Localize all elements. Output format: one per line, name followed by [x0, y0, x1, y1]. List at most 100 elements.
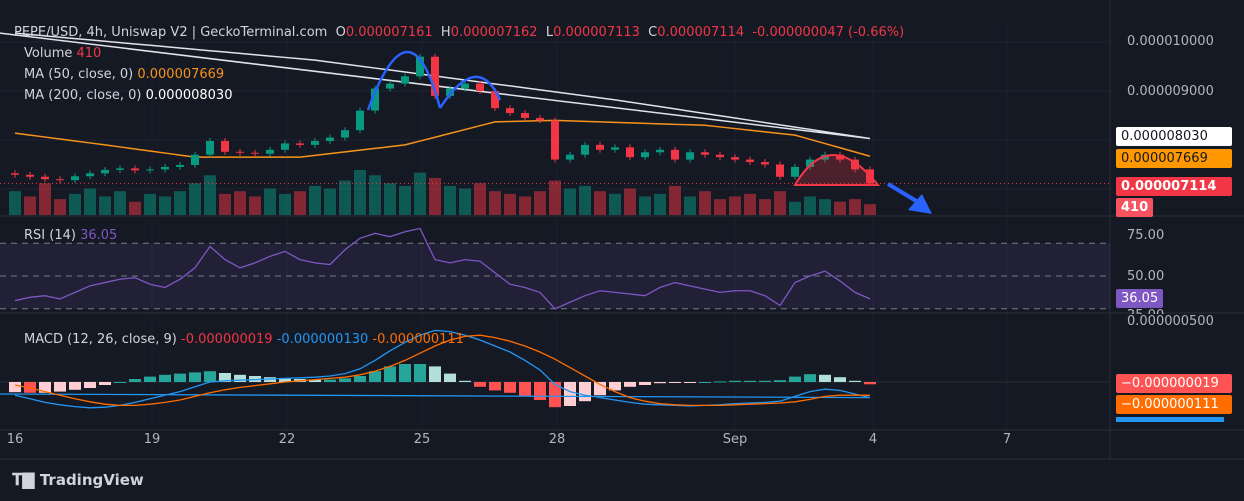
candle-body — [731, 157, 739, 160]
macd-histogram-bar — [684, 382, 696, 383]
candle-body — [686, 152, 694, 160]
macd-label: MACD (12, 26, close, 9) — [24, 332, 177, 347]
candle-body — [146, 169, 154, 171]
macd-histogram-bar — [339, 378, 351, 382]
macd-histogram-bar — [489, 382, 501, 391]
candle-body — [296, 143, 304, 145]
macd-histogram-bar — [849, 380, 861, 382]
volume-tag: 410 — [1116, 198, 1154, 217]
volume-label: Volume — [24, 46, 73, 61]
candle-body — [191, 154, 199, 165]
candle-body — [536, 117, 544, 121]
candle-body — [71, 176, 79, 181]
candle-body — [116, 168, 124, 170]
candle-body — [641, 152, 649, 158]
tradingview-logo[interactable]: 𝐓▇ TradingView — [12, 470, 144, 490]
macd-histogram-bar — [759, 380, 771, 382]
ma200-legend[interactable]: MA (200, close, 0) 0.000008030 — [24, 88, 232, 103]
ma200-label: MA (200, close, 0) — [24, 88, 142, 103]
volume-bar — [84, 188, 96, 215]
candle-body — [371, 88, 379, 111]
volume-bar — [669, 185, 681, 215]
macd-histogram-bar — [189, 372, 201, 382]
volume-bar — [129, 201, 141, 215]
macd-histogram-bar — [519, 382, 531, 397]
macd-histogram-bar — [234, 374, 246, 382]
x-tick: 19 — [143, 432, 161, 447]
macd-histogram-bar — [219, 373, 231, 382]
volume-bar — [219, 193, 231, 215]
volume-bar — [264, 188, 276, 215]
macd-histogram-bar — [9, 382, 21, 393]
volume-bar — [174, 191, 186, 215]
candle-body — [206, 140, 214, 155]
volume-bar — [144, 193, 156, 215]
macd-histogram-bar — [54, 382, 66, 392]
macd-histogram-bar — [624, 382, 636, 387]
volume-bar — [834, 201, 846, 215]
candle-body — [251, 152, 259, 154]
macd-histogram-bar — [159, 374, 171, 382]
volume-bar — [39, 183, 51, 215]
macd-histogram-bar — [534, 382, 546, 400]
candle-body — [386, 83, 394, 89]
volume-bar — [189, 183, 201, 215]
volume-bar — [744, 193, 756, 215]
ma50-value: 0.000007669 — [137, 67, 225, 82]
x-tick: 16 — [6, 432, 24, 447]
macd-histogram-bar — [99, 382, 111, 385]
macd-histogram-bar — [414, 364, 426, 382]
rsi-tick: 75.00 — [1127, 228, 1165, 243]
ma50-price-tag: 0.000007669 — [1116, 149, 1232, 168]
candle-body — [161, 166, 169, 170]
x-tick: 4 — [868, 432, 878, 447]
macd-legend[interactable]: MACD (12, 26, close, 9) -0.000000019 -0.… — [24, 332, 464, 347]
candle-body — [401, 76, 409, 84]
macd-histogram-bar — [444, 373, 456, 382]
macd-signal-tag: −0.000000111 — [1116, 395, 1232, 414]
candle-body — [476, 83, 484, 91]
volume-legend[interactable]: Volume 410 — [24, 46, 101, 61]
volume-bar — [519, 196, 531, 215]
volume-bar — [459, 188, 471, 215]
macd-histogram-bar — [69, 382, 81, 390]
candle-body — [356, 110, 364, 131]
ma50-legend[interactable]: MA (50, close, 0) 0.000007669 — [24, 67, 224, 82]
volume-bar — [9, 191, 21, 215]
ma50-label: MA (50, close, 0) — [24, 67, 134, 82]
macd-histogram-bar — [309, 379, 321, 382]
change-value: -0.000000047 (-0.66%) — [752, 25, 905, 40]
volume-bar — [489, 191, 501, 215]
macd-line — [0, 329, 871, 409]
rsi-legend[interactable]: RSI (14) 36.05 — [24, 228, 117, 243]
volume-bar — [474, 183, 486, 215]
high-label: H — [440, 25, 451, 40]
macd-histogram-bar — [474, 382, 486, 387]
macd-histogram-bar — [654, 382, 666, 384]
candle-body — [176, 164, 184, 167]
macd-histogram-bar — [864, 382, 876, 385]
price-tick: 0.000010000 — [1127, 34, 1214, 49]
volume-bar — [159, 196, 171, 215]
volume-bar — [864, 204, 876, 215]
down-arrow-icon — [908, 194, 932, 214]
brand-name: TradingView — [39, 471, 144, 489]
candle-body — [11, 173, 19, 175]
candle-body — [521, 113, 529, 118]
candle-body — [701, 152, 709, 155]
close-value: 0.000007114 — [657, 25, 745, 40]
rsi-tick: 50.00 — [1127, 269, 1165, 284]
macd-histogram-bar — [144, 376, 156, 382]
macd-histogram-bar — [84, 382, 96, 388]
close-label: C — [648, 25, 658, 40]
candle-body — [506, 108, 514, 114]
volume-bar — [69, 193, 81, 215]
volume-bar — [369, 175, 381, 215]
candle-body — [431, 56, 439, 96]
volume-bar — [774, 191, 786, 215]
macd-histogram-bar — [579, 382, 591, 402]
macd-histogram-bar — [279, 378, 291, 382]
macd-histogram-bar — [399, 364, 411, 382]
